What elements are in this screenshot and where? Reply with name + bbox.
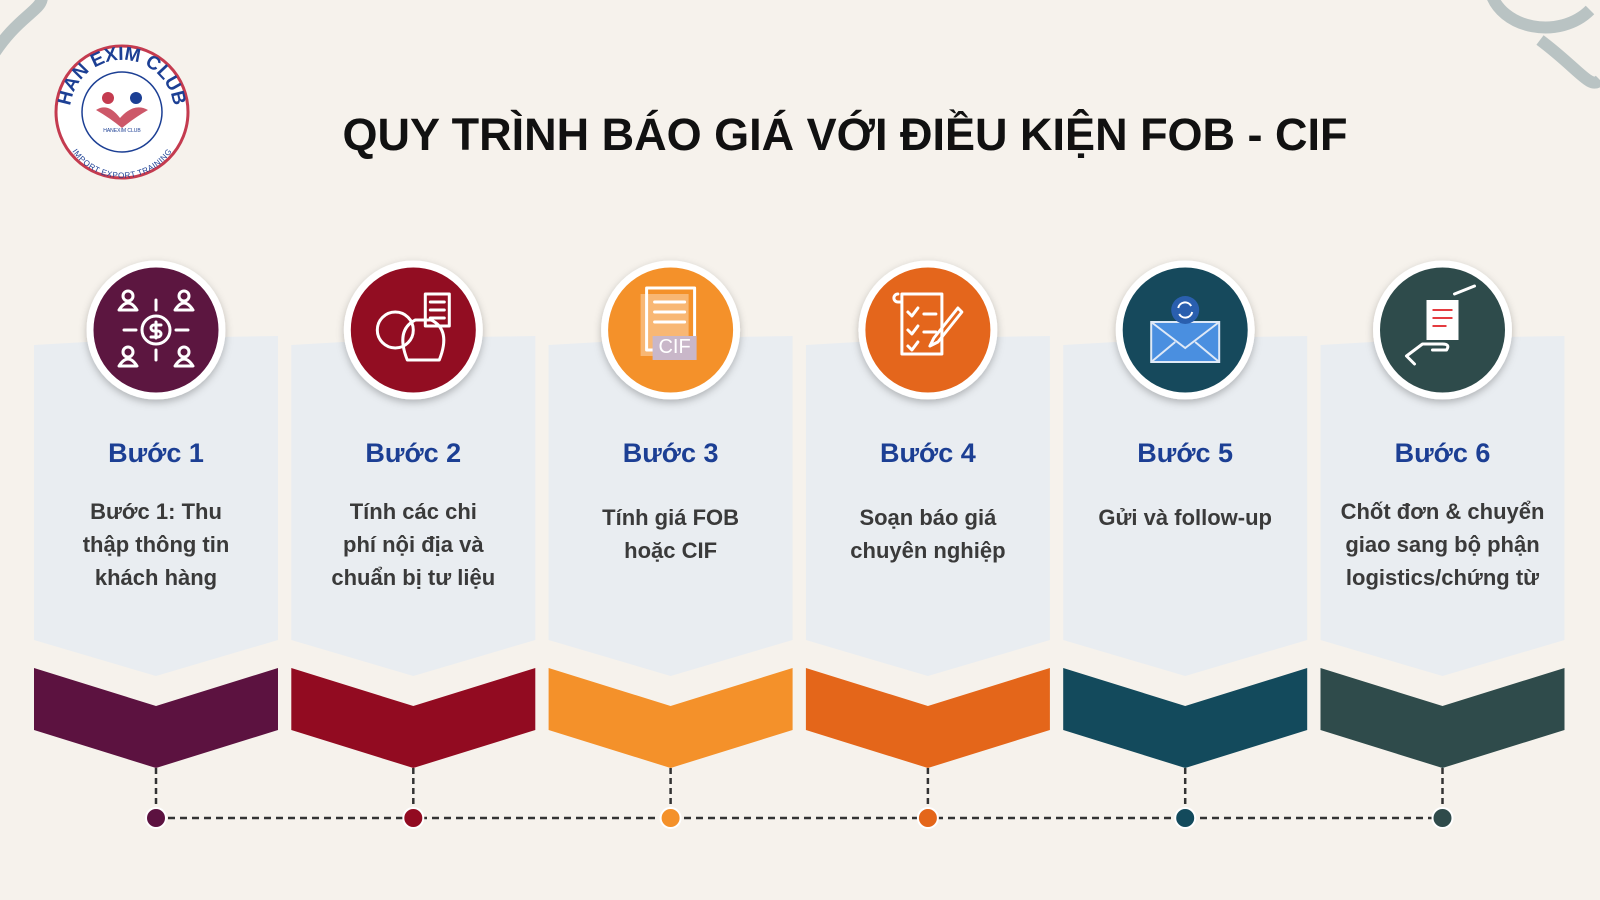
icon-shape xyxy=(177,289,191,303)
icon-shape xyxy=(1177,301,1194,319)
step: Bước 1 Bước 1: Thu thập thông tin khách hàn… xyxy=(34,260,278,829)
step: Bước 5 Gửi và follow-up xyxy=(1063,260,1308,829)
step-label: Bước 1 xyxy=(108,438,204,468)
step-label: Bước 2 xyxy=(365,438,461,468)
icon-shape xyxy=(428,300,446,320)
step-icon xyxy=(1405,284,1476,366)
icon-shape xyxy=(117,301,139,312)
step-description: Gửi và follow-up xyxy=(1098,505,1272,530)
decoration xyxy=(0,0,1600,89)
step-chevron xyxy=(291,668,536,768)
icon-shape xyxy=(652,336,697,360)
step-chevron xyxy=(1063,668,1308,768)
step-chevron xyxy=(34,668,278,768)
step-description: chuẩn bị tư liệu xyxy=(331,565,495,590)
icon-shape xyxy=(122,298,190,362)
step-description: Tính giá FOB xyxy=(602,505,739,530)
step-description: Bước 1: Thu xyxy=(90,499,222,524)
step-dot xyxy=(145,807,167,829)
icon-shape xyxy=(653,300,687,324)
step-dot xyxy=(402,807,425,829)
icon-shape xyxy=(1150,321,1221,363)
icon-shape xyxy=(173,301,195,312)
step: Bước 6 Chốt đơn & chuyển giao sang bộ phận… xyxy=(1320,260,1565,829)
icon-shape xyxy=(117,357,139,368)
step-description: Chốt đơn & chuyển xyxy=(1341,499,1545,524)
step-description: Tính các chi xyxy=(350,499,477,524)
icon-shape xyxy=(1432,309,1453,327)
icon-shape xyxy=(892,292,944,356)
icon-shape xyxy=(1150,321,1220,363)
icon-shape xyxy=(121,345,135,359)
icon-shape xyxy=(928,306,964,348)
icon-shape xyxy=(173,357,195,368)
step-description: hoặc CIF xyxy=(624,538,717,563)
step-description: khách hàng xyxy=(95,565,217,590)
step-panel xyxy=(548,336,793,676)
step-chevron xyxy=(548,668,793,768)
icon-shape xyxy=(1453,284,1476,296)
step-dot xyxy=(1174,807,1197,829)
step-label: Bước 6 xyxy=(1395,438,1491,468)
step: Bước 4 Soạn báo giá chuyên nghiệp xyxy=(805,260,1050,829)
step-icon xyxy=(1150,296,1221,363)
step-dot xyxy=(916,807,939,829)
step: CIF Bước 3 Tính giá FOB hoặc CIF xyxy=(548,260,793,829)
step-panel xyxy=(291,336,536,676)
step-panel xyxy=(34,336,278,676)
step-icon xyxy=(892,292,964,356)
step-panel xyxy=(805,336,1050,676)
step-label: Bước 5 xyxy=(1137,438,1233,468)
icon-shape xyxy=(401,318,446,362)
step-label: Bước 3 xyxy=(623,438,719,468)
step-dot xyxy=(659,807,682,829)
step-description: chuyên nghiệp xyxy=(850,538,1005,563)
step-icon xyxy=(640,286,697,360)
icon-shape xyxy=(140,314,172,346)
icon-shape xyxy=(1426,300,1459,340)
icon-shape xyxy=(1171,296,1200,324)
step-description: logistics/chứng từ xyxy=(1346,565,1539,590)
icon-shape xyxy=(906,306,938,352)
icon-shape xyxy=(149,320,163,340)
step-icon-circle xyxy=(601,260,741,400)
title: QUY TRÌNH BÁO GIÁ VỚI ĐIỀU KIỆN FOB - CI… xyxy=(342,109,1347,160)
logo-center-text: HANEXIM CLUB xyxy=(103,128,141,134)
icon-shape xyxy=(1405,342,1450,366)
step: Bước 2 Tính các chi phí nội địa và chuẩn bị… xyxy=(291,260,536,829)
icon-shape xyxy=(375,310,415,350)
step-chevron xyxy=(805,668,1050,768)
step-label: Bước 4 xyxy=(880,438,976,468)
step-icon-circle xyxy=(858,260,998,400)
step-icon xyxy=(117,289,195,368)
step-dot xyxy=(1431,807,1454,829)
icon-shape xyxy=(121,289,135,303)
step-description: Soạn báo giá xyxy=(859,505,997,530)
icon-text: CIF xyxy=(658,336,690,358)
step-chevron xyxy=(1320,668,1565,768)
step-icon xyxy=(375,292,451,362)
icon-shape xyxy=(423,292,451,328)
step-description: phí nội địa và xyxy=(343,532,484,557)
step-description: thập thông tin xyxy=(83,532,230,557)
step-panel xyxy=(1063,336,1308,676)
step-panel xyxy=(1320,336,1565,676)
logo: HAN EXIM CLUB IMPORT EXPORT TRAINING HAN… xyxy=(54,44,189,180)
icon-shape xyxy=(177,345,191,359)
step-description: giao sang bộ phận xyxy=(1345,532,1539,557)
